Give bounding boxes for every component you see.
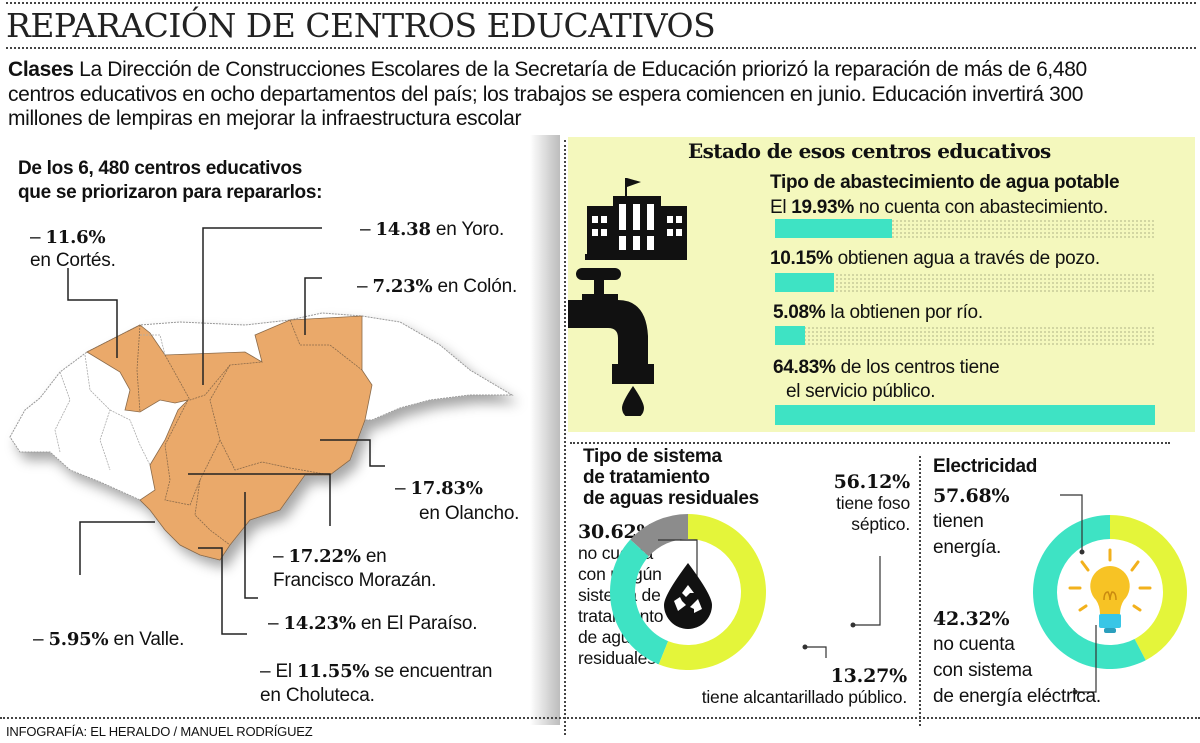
water-faucet-icon <box>568 268 654 416</box>
agua-bar <box>775 273 835 292</box>
label-colon: – 7.23% en Colón. <box>357 276 518 297</box>
label-yoro: – 14.38 en Yoro. <box>360 219 505 240</box>
recycle-water-drop-icon <box>664 563 712 629</box>
agua-bar-track <box>775 405 1155 425</box>
divider <box>570 442 1170 444</box>
agua-bar <box>775 326 805 345</box>
intro-text: Clases La Dirección de Construcciones Es… <box>8 58 1087 132</box>
donut-segment <box>610 539 669 665</box>
agua-row-text: 10.15% obtienen agua a través de pozo. <box>770 248 1100 269</box>
label-valle: – 5.95% en Valle. <box>33 629 185 650</box>
donut-segment <box>658 514 766 670</box>
honduras-map <box>9 227 514 635</box>
donut-segment <box>1033 515 1146 669</box>
agua-bar-track <box>775 219 1155 238</box>
donut-segment <box>1110 515 1188 661</box>
label-francisco-morazan: – 17.22% en Francisco Morazán. <box>273 546 437 591</box>
label-choluteca: – El 11.55% se encuentran en Choluteca. <box>260 661 493 706</box>
leader-lines <box>67 227 385 635</box>
agua-row-text: El 19.93% no cuenta con abastecimiento. <box>770 197 1108 218</box>
electricidad-label-tienen: 57.68% tienen energía. <box>933 485 1010 558</box>
electricidad-label-no-cuenta: 42.32% no cuenta con sistema de energía elé… <box>933 608 1101 707</box>
intro-line: centros educativos en ocho departamentos… <box>8 82 1084 106</box>
divider <box>6 2 1196 4</box>
divider <box>6 47 1196 49</box>
agua-bar <box>775 405 1155 425</box>
agua-bar-track <box>775 273 1155 292</box>
footer-credit: INFOGRAFÍA: EL HERALDO / MANUEL RODRÍGUE… <box>6 724 313 739</box>
heading-line: que se priorizaron para repararlos: <box>18 182 323 203</box>
divider <box>0 717 1200 719</box>
residuales-label-alcantarillado: 13.27% tiene alcantarillado público. <box>701 665 908 708</box>
estado-heading: Estado de esos centros educativos <box>688 139 1051 163</box>
divider <box>564 140 566 735</box>
intro-line: La Dirección de Construcciones Escolares… <box>73 58 1087 81</box>
school-building-icon <box>585 178 687 260</box>
agua-bar <box>775 219 892 238</box>
light-bulb-icon <box>1068 548 1152 633</box>
intro-lead: Clases <box>8 58 74 81</box>
map-heading: De los 6, 480 centros educativos que se … <box>18 157 322 205</box>
department-borders-white <box>54 334 166 471</box>
label-el-paraiso: – 14.23% en El Paraíso. <box>268 613 478 634</box>
heading-line: De los 6, 480 centros educativos <box>18 158 302 179</box>
agua-row-text: 5.08% la obtienen por río. <box>773 302 983 323</box>
divider <box>919 456 921 726</box>
residuales-heading: Tipo de sistema de tratamiento de aguas re… <box>583 446 759 509</box>
agua-bar-track <box>775 326 1155 345</box>
map-highlighted-departments <box>86 315 373 561</box>
map-shadow <box>530 135 560 725</box>
label-olancho: – 17.83% en Olancho. <box>395 478 520 524</box>
agua-heading: Tipo de abastecimiento de agua potable <box>770 172 1120 193</box>
electricidad-heading: Electricidad <box>933 456 1038 477</box>
agua-row-text: 64.83% de los centros tiene el servicio p… <box>773 357 1000 402</box>
label-cortes: – 11.6% en Cortés. <box>30 227 116 271</box>
donut-segment <box>630 514 688 557</box>
intro-line: millones de lempiras en mejorar la infra… <box>8 107 522 130</box>
residuales-label-foso: 56.12% tiene foso séptico. <box>833 471 911 535</box>
department-borders <box>136 319 363 546</box>
page-title: REPARACIÓN DE CENTROS EDUCATIVOS <box>6 6 716 45</box>
